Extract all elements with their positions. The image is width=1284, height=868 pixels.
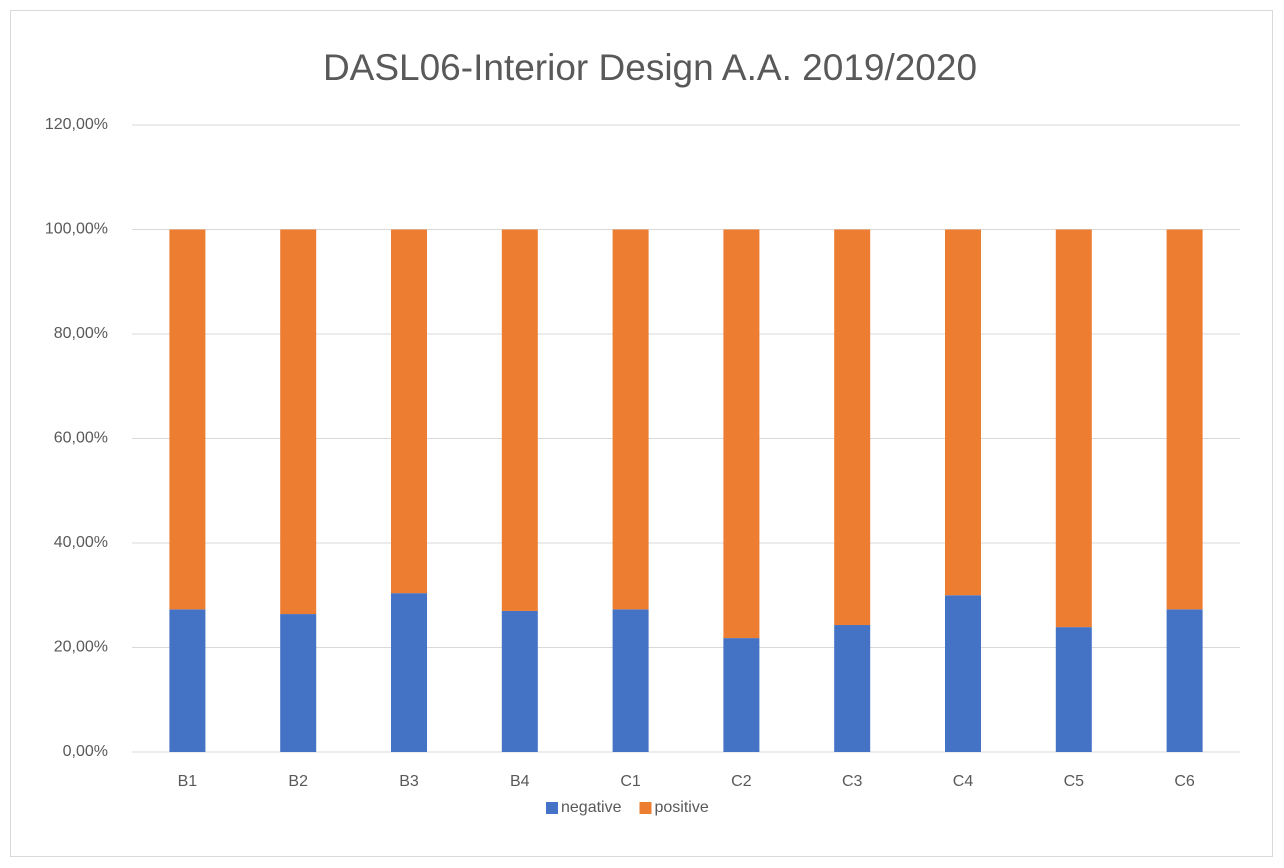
bar xyxy=(723,638,760,752)
bar xyxy=(1166,609,1203,752)
x-tick-label: C1 xyxy=(620,773,641,790)
bar xyxy=(169,229,206,610)
bar xyxy=(1055,627,1092,752)
bar xyxy=(945,229,981,596)
x-tick-label: B2 xyxy=(288,773,308,790)
bar xyxy=(391,229,427,594)
x-tick-label: B1 xyxy=(178,773,198,790)
x-tick-label: C4 xyxy=(953,773,974,790)
chart-title: DASL06-Interior Design A.A. 2019/2020 xyxy=(323,47,977,88)
x-tick-label: B3 xyxy=(399,773,419,790)
bar xyxy=(834,229,871,626)
x-tick-label: C6 xyxy=(1174,773,1195,790)
y-tick-label: 0,00% xyxy=(63,743,108,760)
bar xyxy=(612,229,649,610)
legend-label: negative xyxy=(561,799,622,816)
bar xyxy=(501,229,538,611)
bar xyxy=(280,229,317,615)
y-tick-label: 20,00% xyxy=(54,639,108,656)
bar xyxy=(169,609,206,752)
x-tick-label: B4 xyxy=(510,773,530,790)
bar xyxy=(834,625,871,752)
bar xyxy=(945,595,981,752)
legend-swatch xyxy=(546,802,558,814)
y-tick-label: 100,00% xyxy=(45,221,108,238)
y-tick-label: 80,00% xyxy=(54,325,108,342)
bar xyxy=(280,614,317,752)
legend-label: positive xyxy=(655,799,709,816)
bar xyxy=(1055,229,1092,628)
bar xyxy=(391,593,427,752)
y-tick-label: 120,00% xyxy=(45,116,108,133)
x-tick-label: C2 xyxy=(731,773,752,790)
y-tick-label: 40,00% xyxy=(54,534,108,551)
y-tick-label: 60,00% xyxy=(54,430,108,447)
x-tick-label: C5 xyxy=(1064,773,1085,790)
legend-swatch xyxy=(639,802,652,814)
x-tick-label: C3 xyxy=(842,773,863,790)
bar xyxy=(723,229,760,639)
bar xyxy=(1166,229,1203,610)
bar xyxy=(612,609,649,752)
bar xyxy=(501,610,538,752)
